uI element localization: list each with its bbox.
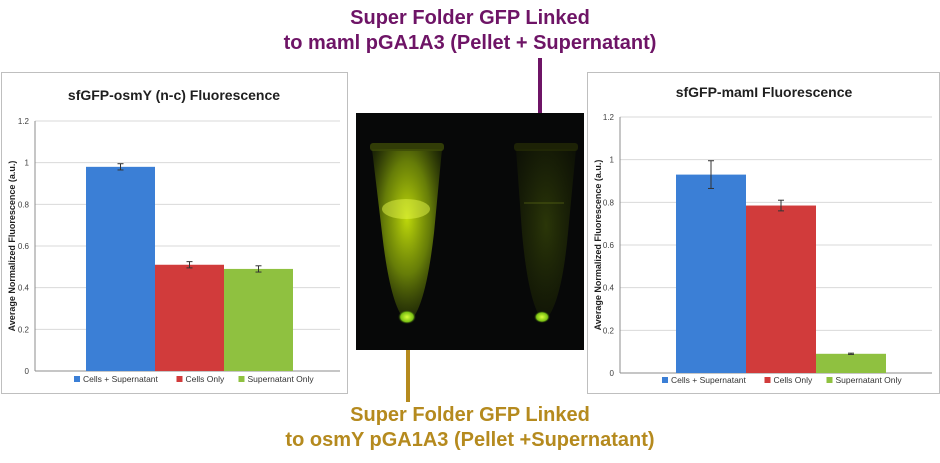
legend-swatch [176, 376, 183, 382]
chart-panel-maml: sfGFP-mamI Fluorescence 0 0.2 0.4 0.6 0.8 1 1.2… [587, 72, 940, 394]
y-tick-label: 0.4 [18, 284, 30, 293]
fluorescence-tube-photo [356, 113, 584, 350]
legend-swatch [764, 377, 771, 383]
y-tick-label: 1 [25, 159, 30, 168]
legend-swatch [662, 377, 668, 383]
y-tick-label: 0.2 [18, 325, 30, 334]
bottom-caption-line-2: to osmY pGA1A3 (Pellet +Supernatant) [285, 429, 655, 451]
y-tick-label: 0 [610, 369, 615, 378]
y-tick-label: 0.2 [603, 326, 615, 335]
top-caption-line-1: Super Folder GFP Linked [350, 7, 590, 29]
legend-label: Supernatant Only [248, 374, 315, 384]
bottom-caption: Super Folder GFP Linked to osmY pGA1A3 (… [0, 403, 940, 453]
top-caption: Super Folder GFP Linked to maml pGA1A3 (… [0, 6, 940, 56]
chart-osmy: sfGFP-osmY (n-c) Fluorescence 0 0.2 0.4 0.6 0… [7, 87, 340, 384]
bar-cells-supernatant [86, 166, 155, 371]
y-tick-label: 0.8 [18, 200, 30, 209]
tube-photo-image [356, 113, 584, 350]
y-tick-label: 1.2 [18, 117, 30, 126]
y-tick-label: 0.4 [603, 284, 615, 293]
chart-panel-osmy: sfGFP-osmY (n-c) Fluorescence 0 0.2 0.4 0.6 0… [1, 72, 348, 394]
y-tick-label: 0.6 [603, 241, 615, 250]
y-tick-label: 0.8 [603, 198, 615, 207]
y-tick-label: 0.6 [18, 242, 30, 251]
top-caption-line-2: to maml pGA1A3 (Pellet + Supernatant) [283, 32, 657, 54]
y-axis-label: Average Normalized Fluorescence (a.u.) [7, 161, 17, 332]
bar-cells-supernatant [676, 174, 746, 373]
legend-swatch [74, 376, 80, 382]
legend-swatch [238, 376, 245, 382]
chart-title: sfGFP-mamI Fluorescence [676, 84, 853, 100]
y-tick-label: 0 [25, 367, 30, 376]
bar-cells-only [746, 205, 816, 373]
y-tick-label: 1 [610, 156, 615, 165]
legend-label: Supernatant Only [836, 375, 903, 385]
bar-cells-only [155, 264, 224, 371]
legend-label: Cells Only [774, 375, 813, 385]
bar-supernatant-only [224, 268, 293, 371]
chart-maml: sfGFP-mamI Fluorescence 0 0.2 0.4 0.6 0.8 1 1.2… [593, 84, 932, 385]
bar-supernatant-only [816, 353, 886, 373]
legend-label: Cells + Supernatant [83, 374, 159, 384]
bottom-caption-line-1: Super Folder GFP Linked [350, 404, 590, 426]
y-tick-label: 1.2 [603, 113, 615, 122]
legend-label: Cells + Supernatant [671, 375, 747, 385]
y-axis-label: Average Normalized Fluorescence (a.u.) [593, 160, 603, 331]
chart-title: sfGFP-osmY (n-c) Fluorescence [68, 87, 280, 103]
legend-label: Cells Only [186, 374, 225, 384]
legend-swatch [826, 377, 833, 383]
